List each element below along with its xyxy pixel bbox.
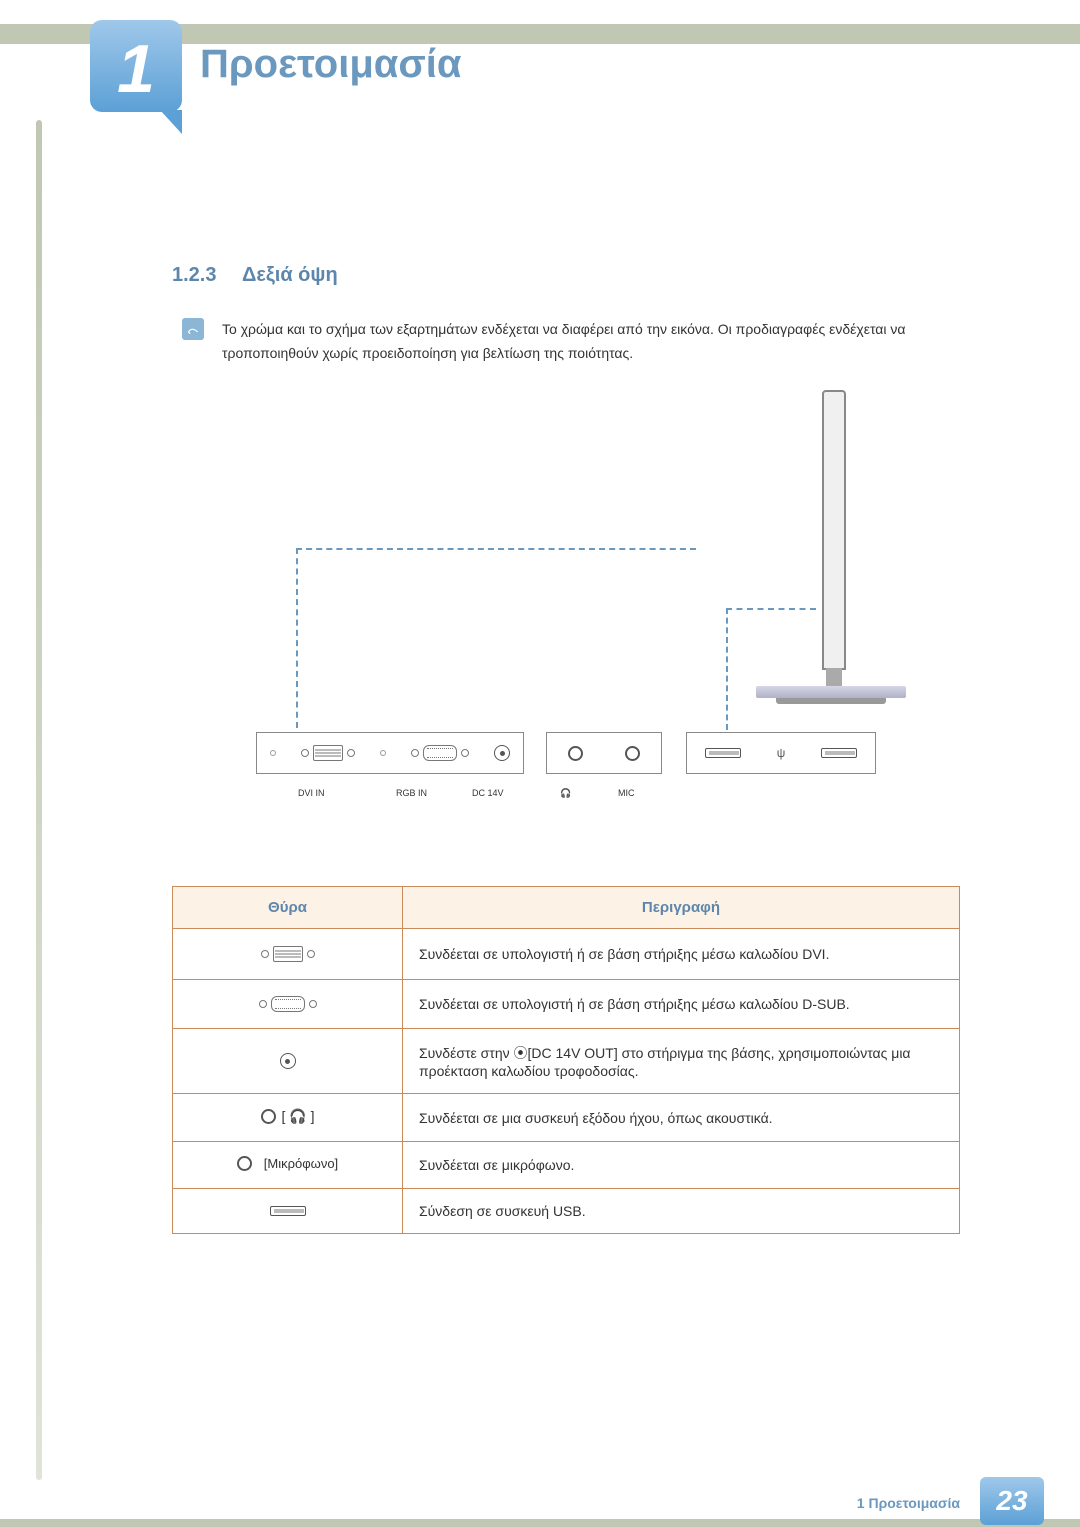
usb-port-icon	[821, 748, 857, 758]
mic-jack-icon	[625, 746, 640, 761]
callout-line	[296, 548, 298, 728]
callout-line	[726, 608, 728, 730]
diagram: ψ DVI IN RGB IN DC 14V 🎧 MIC	[256, 390, 876, 820]
chapter-badge: 1	[90, 20, 182, 120]
desc-cell: Συνδέεται σε υπολογιστή ή σε βάση στήριξ…	[403, 929, 960, 980]
port-cell-dvi	[173, 929, 403, 980]
dc-jack-icon	[494, 745, 510, 761]
footer-bar	[0, 1519, 1080, 1527]
note-icon	[182, 318, 204, 340]
page-number: 23	[980, 1477, 1044, 1525]
footer-chapter-label: 1 Προετοιμασία	[857, 1495, 960, 1511]
badge-tail	[160, 110, 182, 134]
vga-port-icon	[259, 994, 317, 1014]
footer: 1 Προετοιμασία 23	[0, 1471, 1080, 1527]
usb-port-icon	[270, 1206, 306, 1216]
screw-icon	[380, 750, 386, 756]
monitor-base	[756, 686, 906, 698]
dvi-port-icon	[261, 943, 315, 965]
table-row: Συνδέεται σε υπολογιστή ή σε βάση στήριξ…	[173, 980, 960, 1029]
th-desc: Περιγραφή	[403, 887, 960, 929]
monitor-screen	[822, 390, 846, 670]
callout-line	[726, 608, 816, 610]
desc-cell: Συνδέεται σε υπολογιστή ή σε βάση στήριξ…	[403, 980, 960, 1029]
port-group-audio	[546, 732, 662, 774]
chapter-title: Προετοιμασία	[200, 42, 461, 87]
table-row: [Μικρόφωνο] Συνδέεται σε μικρόφωνο.	[173, 1142, 960, 1189]
table-row: Συνδέστε στην ⦿[DC 14V OUT] στο στήριγμα…	[173, 1029, 960, 1094]
left-accent	[36, 120, 42, 1480]
port-cell-vga	[173, 980, 403, 1029]
table-header-row: Θύρα Περιγραφή	[173, 887, 960, 929]
desc-cell: Συνδέστε στην ⦿[DC 14V OUT] στο στήριγμα…	[403, 1029, 960, 1094]
port-group-usb: ψ	[686, 732, 876, 774]
screw-icon	[270, 750, 276, 756]
port-cell-hp: [ 🎧 ]	[173, 1094, 403, 1142]
desc-cell: Σύνδεση σε συσκευή USB.	[403, 1189, 960, 1234]
table-row: Συνδέεται σε υπολογιστή ή σε βάση στήριξ…	[173, 929, 960, 980]
note-text: Το χρώμα και το σχήμα των εξαρτημάτων εν…	[222, 318, 942, 366]
port-panel: ψ DVI IN RGB IN DC 14V 🎧 MIC	[256, 732, 876, 820]
table-row: [ 🎧 ] Συνδέεται σε μια συσκευή εξόδου ήχ…	[173, 1094, 960, 1142]
monitor-foot	[776, 698, 886, 704]
dc-jack-icon	[280, 1053, 296, 1069]
dvi-port-icon	[301, 742, 355, 764]
mic-label: [Μικρόφωνο]	[264, 1156, 338, 1171]
usb-symbol-icon: ψ	[777, 746, 786, 760]
section-number: 1.2.3	[172, 264, 216, 287]
label-dc: DC 14V	[472, 788, 504, 798]
hp-label: [ 🎧 ]	[282, 1108, 315, 1125]
label-dvi: DVI IN	[298, 788, 325, 798]
table-row: Σύνδεση σε συσκευή USB.	[173, 1189, 960, 1234]
callout-line	[296, 548, 696, 550]
headphone-jack-icon: [ 🎧 ]	[261, 1108, 315, 1125]
usb-port-icon	[705, 748, 741, 758]
mic-jack-icon: [Μικρόφωνο]	[237, 1156, 338, 1171]
port-cell-usb	[173, 1189, 403, 1234]
label-mic: MIC	[618, 788, 635, 798]
port-cell-mic: [Μικρόφωνο]	[173, 1142, 403, 1189]
desc-cell: Συνδέεται σε μικρόφωνο.	[403, 1142, 960, 1189]
ports-table: Θύρα Περιγραφή Συνδέεται σε υπολογιστή ή…	[172, 886, 960, 1234]
headphone-icon: 🎧	[560, 788, 571, 799]
th-port: Θύρα	[173, 887, 403, 929]
vga-port-icon	[411, 743, 469, 763]
chapter-number: 1	[90, 30, 182, 108]
monitor-neck	[826, 668, 842, 688]
label-rgb: RGB IN	[396, 788, 427, 798]
port-group-rear	[256, 732, 524, 774]
headphone-jack-icon	[568, 746, 583, 761]
section-title: Δεξιά όψη	[242, 264, 338, 287]
port-cell-dc	[173, 1029, 403, 1094]
desc-cell: Συνδέεται σε μια συσκευή εξόδου ήχου, όπ…	[403, 1094, 960, 1142]
monitor-side-view	[656, 390, 846, 710]
page: 1 Προετοιμασία 1.2.3 Δεξιά όψη Το χρώμα …	[0, 0, 1080, 1527]
